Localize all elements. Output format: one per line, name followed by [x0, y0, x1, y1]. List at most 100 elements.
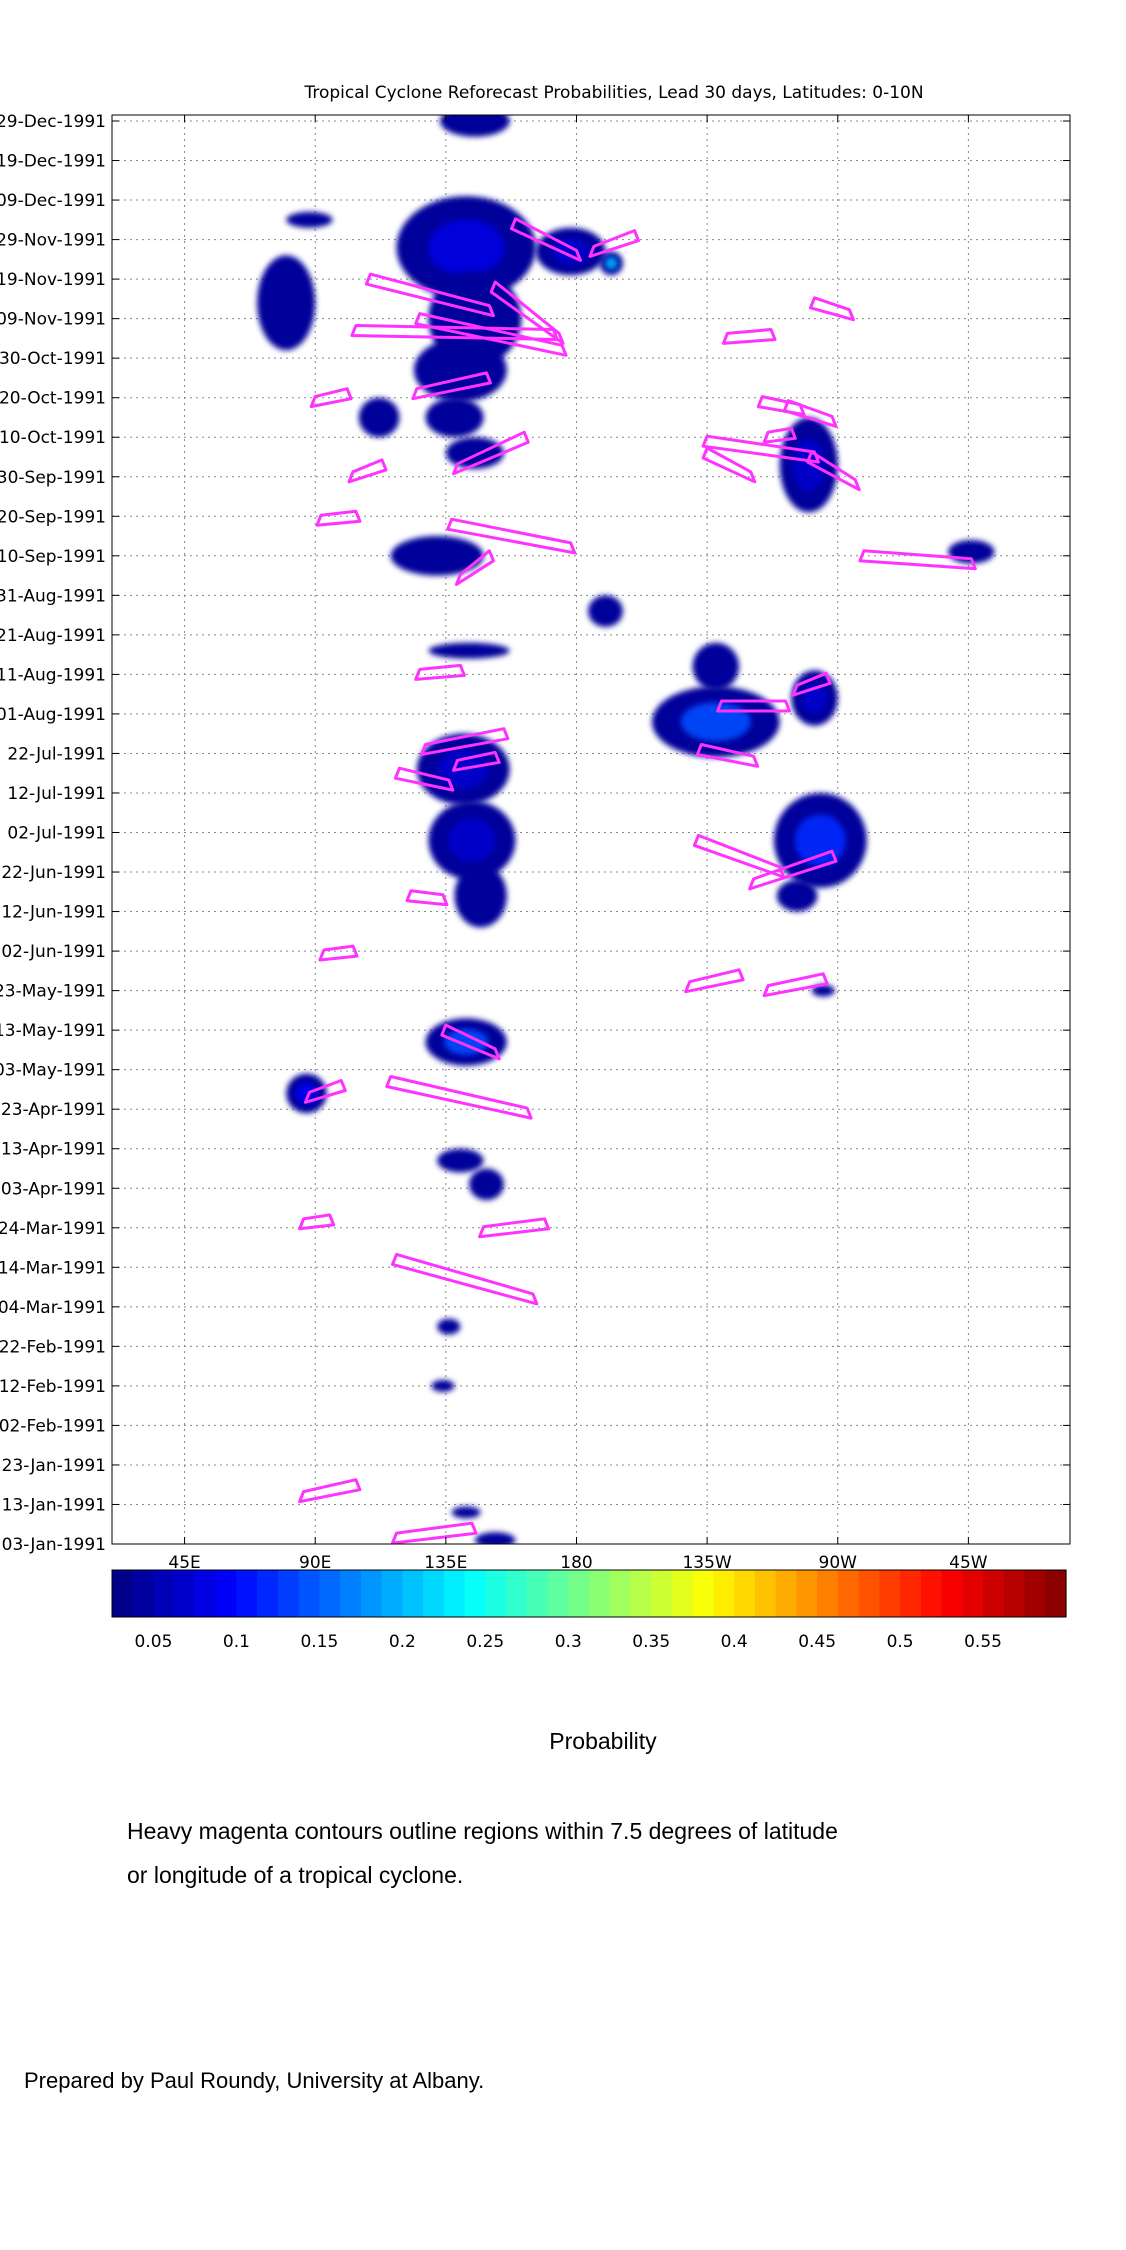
cyclone-contour [701, 446, 757, 484]
x-tick-label: 45W [949, 1553, 988, 1573]
colorbar-tick-label: 0.5 [887, 1632, 914, 1652]
cyclone-contour [782, 399, 838, 428]
colorbar-segment [858, 1570, 880, 1617]
y-tick-label: 19-Dec-1991 [0, 152, 106, 172]
colorbar-tick-label: 0.05 [135, 1632, 173, 1652]
cyclone-contour [446, 517, 577, 555]
colorbar-tick-label: 0.15 [300, 1632, 338, 1652]
y-tick-label: 31-Aug-1991 [0, 586, 106, 606]
colorbar-segment [485, 1570, 507, 1617]
probability-core [680, 702, 751, 742]
colorbar-segment [754, 1570, 777, 1617]
y-tick-label: 30-Sep-1991 [0, 468, 106, 488]
cyclone-contour [721, 328, 777, 345]
cyclone-contour [478, 1217, 551, 1239]
y-tick-label: 02-Feb-1991 [0, 1416, 106, 1436]
colorbar-tick-label: 0.55 [964, 1632, 1002, 1652]
colorbar-segment [713, 1570, 735, 1617]
cyclone-contour [385, 1075, 533, 1120]
probability-blob [257, 255, 316, 351]
cyclone-contour [588, 229, 640, 258]
chart-svg: Tropical Cyclone Reforecast Probabilitie… [0, 83, 1071, 1652]
colorbar-tick-label: 0.2 [389, 1632, 416, 1652]
colorbar-segment [443, 1570, 466, 1617]
y-tick-label: 14-Mar-1991 [0, 1258, 106, 1278]
colorbar-segment [153, 1570, 175, 1617]
y-tick-label: 03-May-1991 [0, 1061, 106, 1081]
y-tick-label: 20-Sep-1991 [0, 507, 106, 527]
cyclone-contour [756, 395, 806, 417]
note-line-2: or longitude of a tropical cyclone. [127, 1862, 464, 1888]
colorbar-segment [381, 1570, 403, 1617]
y-tick-label: 19-Nov-1991 [0, 270, 106, 290]
cyclone-contour [748, 849, 838, 891]
probability-blob [437, 1148, 484, 1173]
cyclone-contour [303, 1079, 347, 1104]
y-tick-label: 03-Jan-1991 [2, 1535, 106, 1555]
cyclone-contour [298, 1213, 336, 1231]
colorbar-segment [1024, 1570, 1046, 1617]
y-tick-label: 02-Jul-1991 [7, 824, 106, 844]
colorbar-segment [609, 1570, 632, 1617]
colorbar-segment [920, 1570, 943, 1617]
cyclone-contour [318, 944, 359, 962]
y-tick-label: 24-Mar-1991 [0, 1219, 106, 1239]
cyclone-contour [762, 426, 797, 444]
probability-blob [440, 115, 510, 137]
probability-blob [811, 984, 835, 997]
x-axis: 45E 90E 135E 180 135W 90W 45W [168, 115, 988, 1573]
credit-text: Prepared by Paul Roundy, University at A… [24, 2068, 485, 2093]
y-tick-label: 22-Jun-1991 [1, 863, 106, 883]
colorbar-segment [174, 1570, 196, 1617]
colorbar-segment [692, 1570, 715, 1617]
probability-blob [776, 879, 818, 912]
y-tick-label: 04-Mar-1991 [0, 1298, 106, 1318]
cyclone-contour [762, 972, 829, 998]
colorbar-tick-label: 0.1 [223, 1632, 250, 1652]
cyclone-contour [414, 312, 568, 357]
cyclone-contour [701, 434, 820, 464]
cyclone-contour [347, 458, 388, 484]
probability-blob [390, 536, 484, 576]
colorbar-segment [962, 1570, 984, 1617]
y-tick-label: 22-Jul-1991 [7, 744, 106, 764]
colorbar-tick-label: 0.35 [632, 1632, 670, 1652]
colorbar-segment [1045, 1570, 1067, 1617]
y-tick-label: 21-Aug-1991 [0, 626, 106, 646]
probability-blob [474, 1532, 516, 1544]
colorbar-segment [360, 1570, 383, 1617]
colorbar-segment [589, 1570, 611, 1617]
colorbar-segment [568, 1570, 590, 1617]
probability-blob [358, 397, 400, 438]
colorbar-segment [423, 1570, 445, 1617]
colorbar-segment [236, 1570, 258, 1617]
colorbar-segment [651, 1570, 673, 1617]
cyclone-contour [411, 371, 492, 401]
cyclone-contour [806, 450, 861, 492]
y-tick-label: 13-May-1991 [0, 1021, 106, 1041]
y-tick-label: 03-Apr-1991 [1, 1179, 106, 1199]
y-tick-label: 29-Dec-1991 [0, 112, 106, 132]
probability-core [427, 219, 505, 276]
colorbar-segment [112, 1570, 134, 1617]
x-tick-label: 135W [682, 1553, 731, 1573]
cyclone-contour [452, 430, 530, 476]
colorbar-segment [630, 1570, 652, 1617]
y-tick-label: 20-Oct-1991 [0, 389, 106, 409]
x-tick-label: 135E [424, 1553, 467, 1573]
probability-core [794, 814, 846, 867]
cyclone-contour [391, 1521, 478, 1544]
y-tick-label: 11-Aug-1991 [0, 665, 106, 685]
y-tick-label: 30-Oct-1991 [0, 349, 106, 369]
x-tick-label: 180 [560, 1553, 592, 1573]
colorbar-segment [319, 1570, 341, 1617]
colorbar-segment [132, 1570, 155, 1617]
colorbar-segment [340, 1570, 362, 1617]
x-tick-label: 90W [819, 1553, 858, 1573]
probability-blob [451, 1506, 481, 1519]
probability-core [792, 438, 825, 491]
cyclone-contour [309, 387, 353, 409]
cyclone-contour [405, 889, 449, 907]
probability-blob [413, 338, 507, 402]
cyclone-contour [684, 968, 745, 994]
